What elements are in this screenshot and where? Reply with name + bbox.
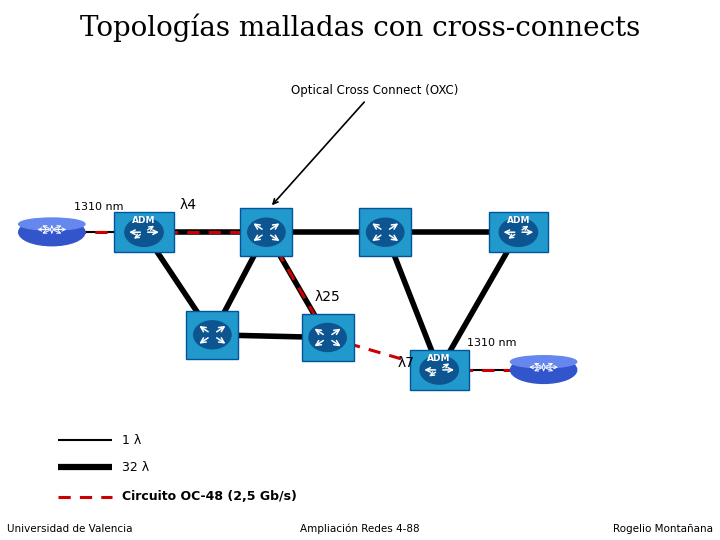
Text: Topologías malladas con cross-connects: Topologías malladas con cross-connects — [80, 14, 640, 42]
Ellipse shape — [499, 218, 538, 246]
Ellipse shape — [19, 218, 85, 230]
Text: 1310 nm: 1310 nm — [467, 338, 516, 348]
Circle shape — [194, 321, 231, 349]
Text: Circuito OC-48 (2,5 Gb/s): Circuito OC-48 (2,5 Gb/s) — [122, 490, 297, 503]
Circle shape — [366, 218, 404, 246]
Text: 1310 nm: 1310 nm — [74, 201, 123, 212]
FancyBboxPatch shape — [186, 311, 238, 359]
Text: Rogelio Montañana: Rogelio Montañana — [613, 523, 713, 534]
FancyBboxPatch shape — [114, 212, 174, 252]
Ellipse shape — [510, 356, 577, 368]
Text: 1 λ: 1 λ — [122, 434, 142, 447]
FancyBboxPatch shape — [410, 350, 469, 390]
Text: λ7: λ7 — [397, 356, 415, 370]
Text: 32 λ: 32 λ — [122, 461, 150, 474]
Text: Ampliación Redes 4-88: Ampliación Redes 4-88 — [300, 523, 420, 534]
Text: ADM: ADM — [507, 217, 530, 225]
FancyBboxPatch shape — [489, 212, 548, 252]
Circle shape — [248, 218, 285, 246]
Circle shape — [309, 323, 346, 352]
Ellipse shape — [420, 356, 459, 384]
Ellipse shape — [19, 219, 85, 246]
FancyBboxPatch shape — [302, 314, 354, 361]
Text: ADM: ADM — [132, 217, 156, 225]
Text: ADM: ADM — [428, 354, 451, 363]
Text: λ4: λ4 — [180, 198, 197, 212]
FancyBboxPatch shape — [240, 208, 292, 256]
Ellipse shape — [510, 356, 577, 383]
Text: λ25: λ25 — [315, 291, 341, 304]
Text: Optical Cross Connect (OXC): Optical Cross Connect (OXC) — [273, 84, 458, 204]
Ellipse shape — [125, 218, 163, 246]
Text: Universidad de Valencia: Universidad de Valencia — [7, 523, 132, 534]
FancyBboxPatch shape — [359, 208, 411, 256]
